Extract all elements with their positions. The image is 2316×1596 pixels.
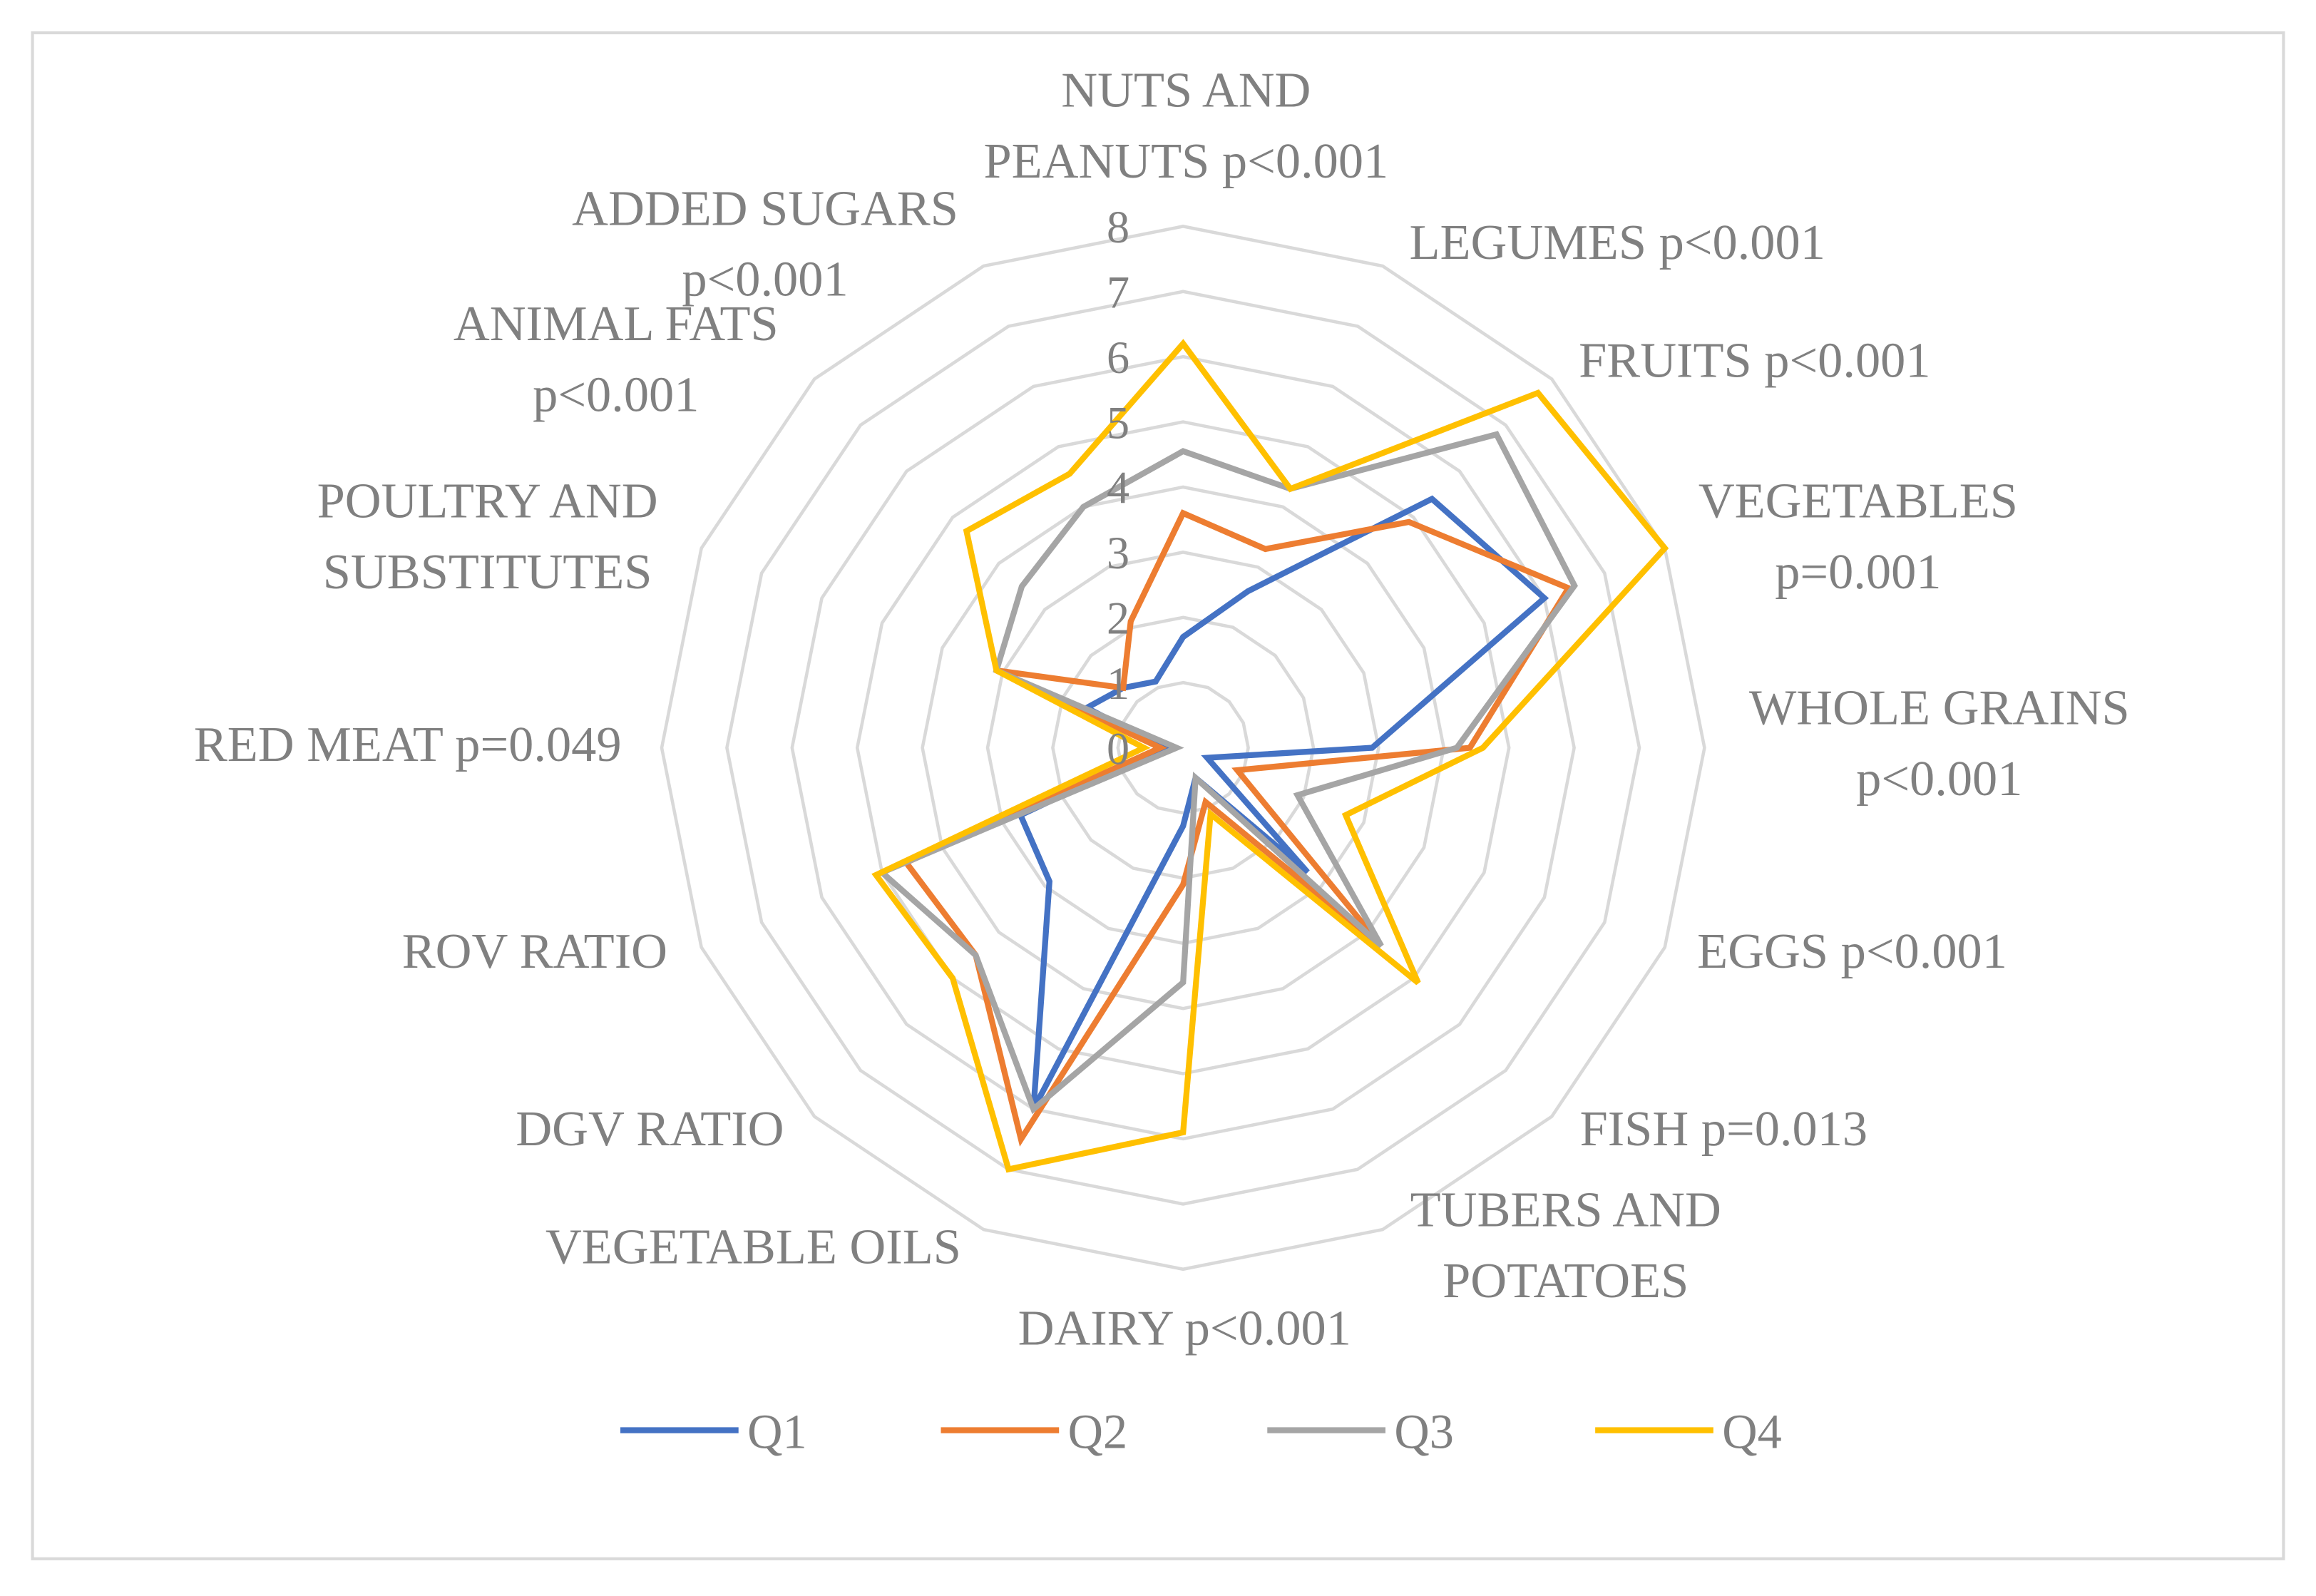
category-label-line: p<0.001 xyxy=(682,252,848,307)
category-label-line: ROV RATIO xyxy=(402,924,667,979)
legend-item-q1[interactable]: Q1 xyxy=(620,1404,807,1458)
grid-ring-1 xyxy=(1116,680,1250,815)
category-label: LEGUMES p<0.001 xyxy=(1410,215,1825,270)
category-label: ANIMAL FATS p<0.001 xyxy=(454,296,779,422)
grid-ring-5 xyxy=(855,420,1511,1075)
category-label: NUTS AND PEANUTS p<0.001 xyxy=(983,63,1388,189)
category-label-line: WHOLE GRAINS xyxy=(1749,680,2130,735)
tick-label: 4 xyxy=(1107,463,1129,513)
category-label-line: DGV RATIO xyxy=(516,1101,784,1157)
category-label-line: PEANUTS p<0.001 xyxy=(983,133,1388,189)
category-label: VEGETABLE OILS xyxy=(545,1219,961,1275)
tick-label: 6 xyxy=(1107,332,1129,383)
grid-ring-4 xyxy=(921,485,1446,1011)
category-label: FRUITS p<0.001 xyxy=(1579,333,1931,389)
legend: Q1 Q2 Q3 Q4 xyxy=(620,1404,1782,1458)
grid-ring-8 xyxy=(660,225,1706,1272)
tick-label: 1 xyxy=(1107,658,1129,709)
category-label-line: RED MEAT p=0.049 xyxy=(194,717,622,772)
category-label-line: p<0.001 xyxy=(1856,751,2022,807)
category-label: TUBERS AND POTATOES xyxy=(1410,1182,1721,1309)
category-label: DGV RATIO xyxy=(516,1101,784,1157)
chart-frame xyxy=(31,31,2285,1560)
category-label-line: ANIMAL FATS xyxy=(454,296,779,352)
category-label: VEGETABLES p=0.001 xyxy=(1698,473,2018,599)
category-label-line: FRUITS p<0.001 xyxy=(1579,333,1931,389)
legend-label: Q4 xyxy=(1722,1404,1782,1458)
category-label-line: DAIRY p<0.001 xyxy=(1018,1300,1351,1356)
legend-item-q2[interactable]: Q2 xyxy=(941,1404,1128,1458)
category-label-line: LEGUMES p<0.001 xyxy=(1410,215,1825,270)
tick-label: 8 xyxy=(1107,202,1129,252)
grid-ring-6 xyxy=(790,354,1576,1141)
legend-item-q3[interactable]: Q3 xyxy=(1267,1404,1454,1458)
series-line-q2 xyxy=(901,509,1573,1147)
legend-label: Q3 xyxy=(1394,1404,1454,1458)
category-label-line: POULTRY AND xyxy=(317,473,658,528)
tick-label: 0 xyxy=(1107,723,1129,774)
category-label-line: POTATOES xyxy=(1443,1253,1689,1309)
tick-label: 7 xyxy=(1107,267,1129,318)
category-labels: NUTS AND PEANUTS p<0.001 LEGUMES p<0.001 FR… xyxy=(194,63,2130,1356)
category-label-line: p<0.001 xyxy=(533,367,699,422)
category-label: ROV RATIO xyxy=(402,924,667,979)
category-label-line: p=0.001 xyxy=(1775,544,1941,600)
category-label: ADDED SUGARS p<0.001 xyxy=(572,180,958,307)
category-label: DAIRY p<0.001 xyxy=(1018,1300,1351,1356)
tick-label: 5 xyxy=(1107,397,1129,448)
category-label-line: VEGETABLE OILS xyxy=(545,1219,961,1275)
radar-grid xyxy=(660,225,1706,1272)
category-label-line: ADDED SUGARS xyxy=(572,180,958,236)
tick-label: 2 xyxy=(1107,593,1129,644)
category-label: POULTRY AND SUBSTITUTES xyxy=(317,473,658,599)
category-label: RED MEAT p=0.049 xyxy=(194,717,622,772)
category-label: WHOLE GRAINS p<0.001 xyxy=(1749,680,2130,806)
category-label-line: EGGS p<0.001 xyxy=(1697,924,2007,979)
legend-label: Q1 xyxy=(747,1404,807,1458)
category-label-line: TUBERS AND xyxy=(1410,1182,1721,1238)
tick-labels: 0 1 2 3 4 5 6 7 8 xyxy=(1107,202,1129,774)
legend-item-q4[interactable]: Q4 xyxy=(1595,1404,1782,1458)
grid-ring-7 xyxy=(725,290,1641,1206)
series-line-q3 xyxy=(876,431,1578,1115)
category-label-line: VEGETABLES xyxy=(1698,473,2018,528)
category-label: FISH p=0.013 xyxy=(1580,1101,1868,1157)
category-label: EGGS p<0.001 xyxy=(1697,924,2007,979)
category-label-line: NUTS AND xyxy=(1061,63,1311,118)
tick-label: 3 xyxy=(1107,528,1129,578)
category-label-line: FISH p=0.013 xyxy=(1580,1101,1868,1157)
series-line-q4 xyxy=(871,339,1669,1173)
category-label-line: SUBSTITUTES xyxy=(323,544,652,600)
series-group xyxy=(871,339,1669,1173)
legend-label: Q2 xyxy=(1068,1404,1128,1458)
